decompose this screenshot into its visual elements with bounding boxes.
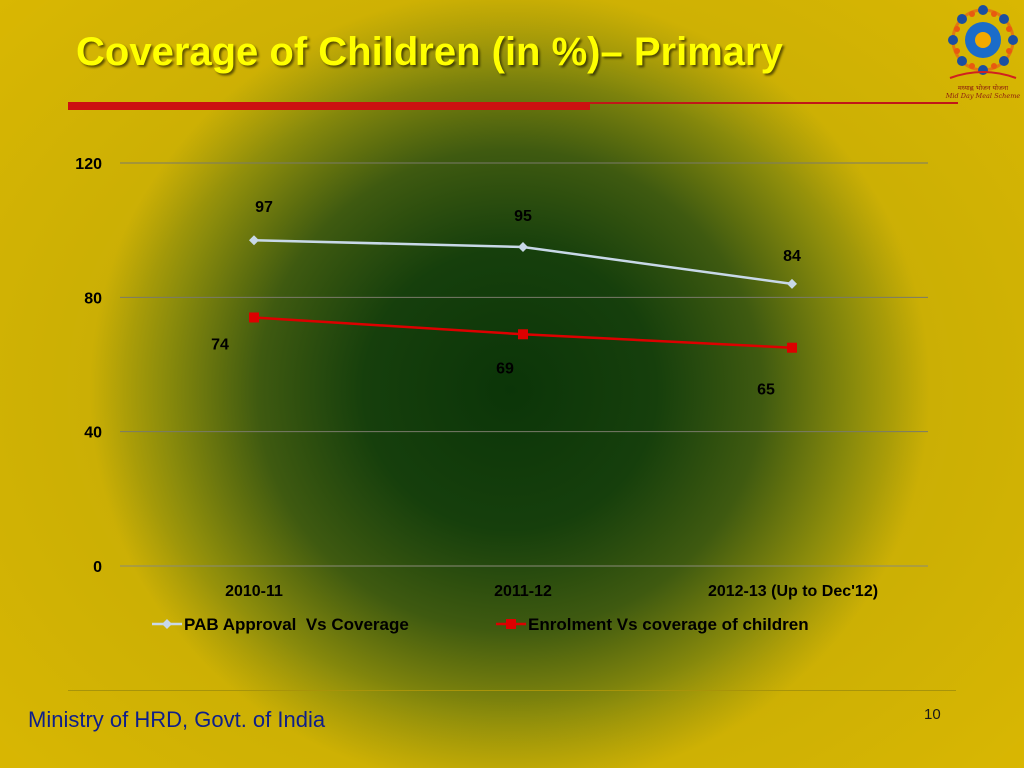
point-s1-0 bbox=[249, 312, 259, 323]
legend-label-1: Enrolment Vs coverage of children bbox=[528, 615, 809, 634]
data-label-s1-1: 69 bbox=[496, 360, 514, 377]
y-axis-ticks: 0 40 80 120 bbox=[75, 156, 102, 576]
logo-text-hindi: मध्याह्न भोजन योजना bbox=[958, 84, 1009, 92]
x-tick-label-0: 2010-11 bbox=[225, 583, 283, 600]
y-tick-label-0: 0 bbox=[93, 559, 102, 576]
mid-day-meal-logo: मध्याह्न भोजन योजना Mid Day Meal Scheme bbox=[945, 5, 1021, 100]
y-tick-label-120: 120 bbox=[75, 156, 102, 173]
y-tick-label-80: 80 bbox=[84, 290, 102, 307]
legend-marker-0 bbox=[162, 619, 172, 629]
legend-label-0: PAB Approval Vs Coverage bbox=[184, 615, 409, 634]
point-s0-1 bbox=[518, 241, 528, 252]
data-label-s1-2: 65 bbox=[757, 382, 775, 399]
legend-marker-1 bbox=[506, 619, 516, 629]
slide-title: Coverage of Children (in %)– Primary bbox=[76, 30, 783, 74]
footer-divider bbox=[68, 690, 956, 691]
logo-text-english: Mid Day Meal Scheme bbox=[945, 92, 1021, 100]
y-tick-label-40: 40 bbox=[84, 425, 102, 442]
series-lines bbox=[249, 235, 797, 353]
point-s0-0 bbox=[249, 235, 259, 246]
footer-text: Ministry of HRD, Govt. of India bbox=[28, 707, 326, 732]
data-labels: 97 95 84 74 69 65 bbox=[211, 199, 801, 398]
point-s1-1 bbox=[518, 329, 528, 340]
data-label-s0-2: 84 bbox=[783, 248, 801, 265]
page-number: 10 bbox=[924, 706, 941, 723]
data-label-s0-1: 95 bbox=[514, 208, 532, 225]
point-s0-2 bbox=[787, 278, 797, 289]
legend: PAB Approval Vs Coverage Enrolment Vs cov… bbox=[152, 615, 809, 634]
x-tick-label-1: 2011-12 bbox=[494, 583, 552, 600]
data-label-s0-0: 97 bbox=[255, 199, 273, 216]
title-underline-thick bbox=[68, 102, 590, 110]
x-axis-ticks: 2010-11 2011-12 2012-13 (Up to Dec'12) bbox=[225, 583, 878, 600]
x-tick-label-2: 2012-13 (Up to Dec'12) bbox=[708, 583, 878, 600]
title-underline-thin bbox=[590, 102, 958, 104]
data-label-s1-0: 74 bbox=[211, 336, 229, 353]
point-s1-2 bbox=[787, 342, 797, 353]
gridlines bbox=[120, 162, 928, 567]
